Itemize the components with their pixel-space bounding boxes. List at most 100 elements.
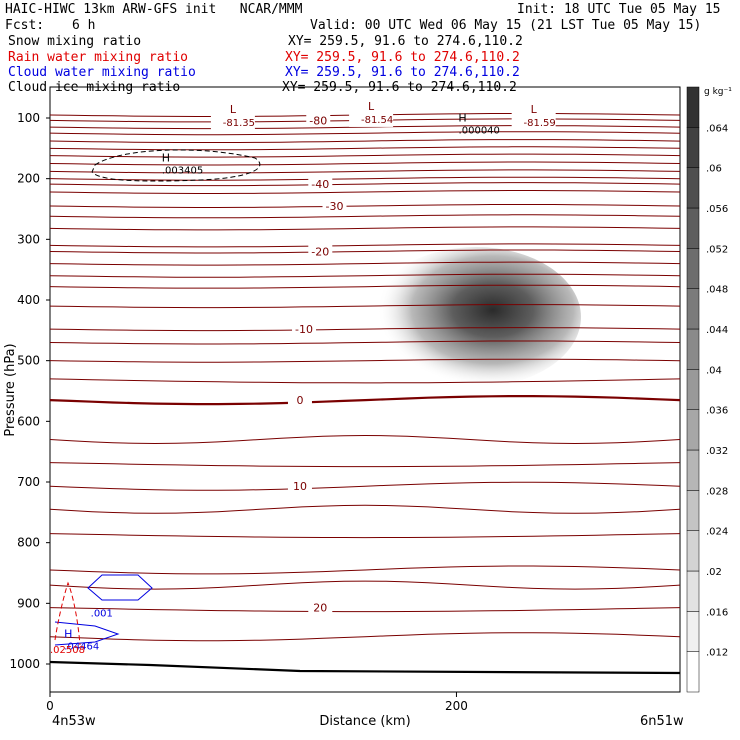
isotherm-line — [49, 176, 681, 181]
low-marker-bg — [210, 101, 255, 130]
temperature-label-bg — [308, 600, 333, 614]
isotherm-line — [49, 214, 681, 219]
temperature-label-bg — [287, 479, 312, 493]
header-fcst-label: Fcst: — [5, 18, 45, 33]
isotherm-lines — [49, 113, 681, 642]
isotherm-line — [49, 565, 681, 575]
isotherm-line — [49, 169, 681, 174]
temperature-label-bg — [308, 177, 333, 191]
temperature-label-bg — [287, 393, 312, 407]
y-tick-label: 100 — [17, 111, 40, 125]
y-tick-label: 900 — [17, 596, 40, 610]
field-cloud-ice-xy: XY= 259.5, 91.6 to 274.6,110.2 — [282, 80, 517, 95]
colorbar-tick-label: .048 — [706, 285, 728, 296]
low-marker-value: -81.59 — [524, 118, 556, 129]
colorbar-swatch — [686, 328, 700, 370]
colorbar-tick-label: .024 — [706, 527, 728, 538]
header-init: Init: 18 UTC Tue 05 May 15 — [517, 2, 721, 17]
temperature-label: 20 — [313, 602, 327, 615]
snow-mixing-ratio-shading — [371, 246, 581, 387]
y-tick-label: 500 — [17, 354, 40, 368]
field-rain-xy: XY= 259.5, 91.6 to 274.6,110.2 — [285, 50, 520, 65]
colorbar-swatch — [686, 288, 700, 330]
colorbar-tick-label: .032 — [706, 446, 728, 457]
y-tick-label: 800 — [17, 536, 40, 550]
colorbar-tick-label: .016 — [706, 607, 728, 618]
right-endpoint-label: 6n51w — [640, 714, 684, 729]
colorbar-swatch — [686, 207, 700, 249]
field-rain-name: Rain water mixing ratio — [8, 50, 189, 65]
temperature-label-bg — [308, 244, 333, 258]
contour-overlays — [49, 149, 681, 675]
isotherm-line — [49, 358, 681, 363]
x-tick-label: 200 — [445, 699, 468, 713]
field-snow-xy: XY= 259.5, 91.6 to 274.6,110.2 — [288, 34, 523, 49]
low-marker-bg — [511, 101, 556, 130]
field-snow-name: Snow mixing ratio — [8, 34, 142, 49]
isotherm-line — [49, 125, 681, 130]
low-marker-bg — [349, 98, 394, 127]
isotherm-line — [49, 607, 681, 613]
left-endpoint-label: 4n53w — [52, 714, 96, 729]
isotherm-line — [49, 243, 681, 248]
y-tick-label: 200 — [17, 172, 40, 186]
colorbar-swatch — [686, 611, 700, 652]
isotherm-line — [49, 190, 681, 194]
isotherm-line — [49, 304, 681, 309]
isotherm-line — [49, 462, 681, 468]
temperature-label: -10 — [295, 323, 313, 336]
colorbar-swatch — [686, 570, 700, 612]
colorbar-tick-label: .052 — [706, 244, 728, 255]
colorbar-swatch — [686, 490, 700, 531]
colorbar-tick-label: .064 — [706, 123, 728, 134]
isotherm-line — [49, 204, 681, 208]
header-valid: Valid: 00 UTC Wed 06 May 15 (21 LST Tue … — [310, 18, 702, 33]
isotherm-line — [49, 261, 681, 266]
colorbar-swatch — [686, 167, 700, 209]
header-title: HAIC-HIWC 13km ARW-GFS init NCAR/MMM — [5, 2, 303, 17]
isotherm-line — [49, 395, 681, 406]
colorbar-tick-label: .02 — [706, 567, 722, 578]
snow-mixing-ratio-region — [371, 246, 581, 387]
isotherm-line — [49, 533, 681, 539]
colorbar-swatch — [686, 127, 700, 168]
isotherm-line — [49, 340, 681, 345]
y-tick-label: 400 — [17, 293, 40, 307]
high-marker-value: .003405 — [162, 166, 203, 177]
high-marker-letter: H — [458, 111, 466, 124]
colorbar-tick-label: .036 — [706, 406, 728, 417]
high-marker-letter: H — [64, 628, 72, 641]
high-marker-value: .04464 — [64, 642, 99, 653]
isotherm-line — [49, 139, 681, 143]
low-marker-letter: L — [531, 103, 538, 116]
high-marker-letter: H — [162, 152, 170, 165]
low-marker-value: -81.54 — [361, 115, 393, 126]
colorbar-tick-label: .044 — [706, 325, 728, 336]
header-fcst-value: 6 h — [72, 18, 96, 33]
isotherm-line — [49, 161, 681, 166]
contour-value-label: .001 — [91, 609, 113, 620]
temperature-label: -40 — [311, 178, 329, 191]
isotherm-line — [49, 153, 681, 158]
y-tick-label: 1000 — [9, 657, 40, 671]
temperature-label-bg — [322, 198, 347, 212]
y-tick-label: 600 — [17, 414, 40, 428]
isotherm-line — [49, 273, 681, 278]
low-marker-letter: L — [230, 103, 237, 116]
isotherm-line — [49, 131, 681, 136]
isotherm-line — [49, 434, 681, 445]
isotherm-line — [49, 182, 681, 187]
colorbar-swatch — [686, 409, 700, 451]
isotherm-line — [49, 580, 681, 590]
colorbar-swatch — [686, 369, 700, 410]
isotherm-line — [49, 284, 681, 289]
high-marker-value: .000040 — [459, 125, 500, 136]
colorbar-swatch — [686, 449, 700, 491]
cloud-water-contour — [54, 621, 120, 646]
colorbar: .012 .016 .02 .024 .028 .032 .036 .04 .044 .048 .0… — [686, 86, 728, 693]
colorbar-swatch — [686, 530, 700, 572]
y-axis-label: Pressure (hPa) — [3, 343, 18, 436]
contour-labels: -80 -40 -30 -20 -10 0 10 20 L -81.35 L -81.54 L -81.5… — [50, 98, 556, 656]
cloud-ice-contour — [91, 149, 261, 182]
